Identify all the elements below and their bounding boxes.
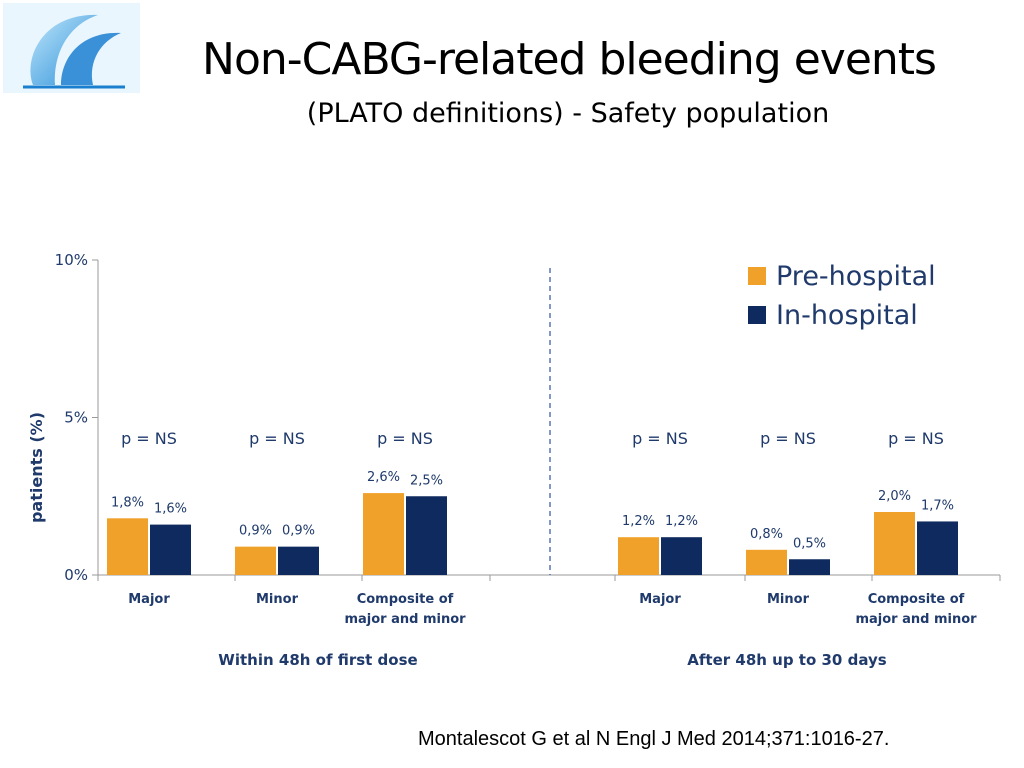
y-tick-label: 5% — [64, 409, 88, 427]
bar-in-hospital — [789, 559, 830, 575]
bar-pre-hospital — [107, 518, 148, 575]
legend-label-in-hospital: In-hospital — [776, 300, 918, 331]
group-label: After 48h up to 30 days — [687, 651, 886, 669]
data-label: 2,0% — [878, 489, 911, 504]
bar-in-hospital — [917, 521, 958, 575]
y-tick-label: 0% — [64, 566, 88, 584]
p-value-label: p = NS — [888, 429, 944, 448]
p-value-label: p = NS — [760, 429, 816, 448]
category-label: Major — [639, 592, 681, 607]
category-label: Major — [128, 592, 170, 607]
category-label: Minor — [767, 592, 810, 607]
data-label: 2,5% — [410, 473, 443, 488]
y-tick-label: 10% — [55, 251, 88, 269]
bar-in-hospital — [661, 537, 702, 575]
bar-in-hospital — [150, 524, 191, 575]
page-title: Non-CABG-related bleeding events — [202, 34, 937, 85]
p-value-label: p = NS — [249, 429, 305, 448]
category-label: major and minor — [855, 612, 977, 627]
legend-swatch-in-hospital — [748, 306, 766, 324]
data-label: 1,7% — [921, 498, 954, 513]
legend-swatch-pre-hospital — [748, 267, 766, 285]
y-axis-label: patients (%) — [27, 412, 46, 523]
bar-pre-hospital — [874, 512, 915, 575]
bar-pre-hospital — [618, 537, 659, 575]
page-subtitle: (PLATO definitions) - Safety population — [306, 98, 830, 129]
bar-in-hospital — [406, 496, 447, 575]
data-label: 1,6% — [154, 502, 187, 517]
group-label: Within 48h of first dose — [218, 651, 417, 669]
bar-in-hospital — [278, 546, 319, 575]
citation: Montalescot G et al N Engl J Med 2014;37… — [418, 728, 890, 750]
bar-pre-hospital — [746, 549, 787, 575]
category-label: Composite of — [357, 592, 454, 607]
legend-label-pre-hospital: Pre-hospital — [776, 261, 936, 292]
category-label: Minor — [256, 592, 299, 607]
category-label: Composite of — [868, 592, 965, 607]
category-label: major and minor — [344, 612, 466, 627]
p-value-label: p = NS — [632, 429, 688, 448]
logo-wave-icon — [3, 3, 140, 93]
data-label: 1,2% — [622, 514, 655, 529]
p-value-label: p = NS — [121, 429, 177, 448]
data-label: 0,9% — [282, 524, 315, 539]
bar-pre-hospital — [363, 493, 404, 575]
p-value-label: p = NS — [377, 429, 433, 448]
data-label: 2,6% — [367, 470, 400, 485]
data-label: 1,8% — [111, 495, 144, 510]
data-label: 0,8% — [750, 527, 783, 542]
data-label: 1,2% — [665, 514, 698, 529]
data-label: 0,5% — [793, 536, 826, 551]
data-label: 0,9% — [239, 524, 272, 539]
bar-pre-hospital — [235, 546, 276, 575]
